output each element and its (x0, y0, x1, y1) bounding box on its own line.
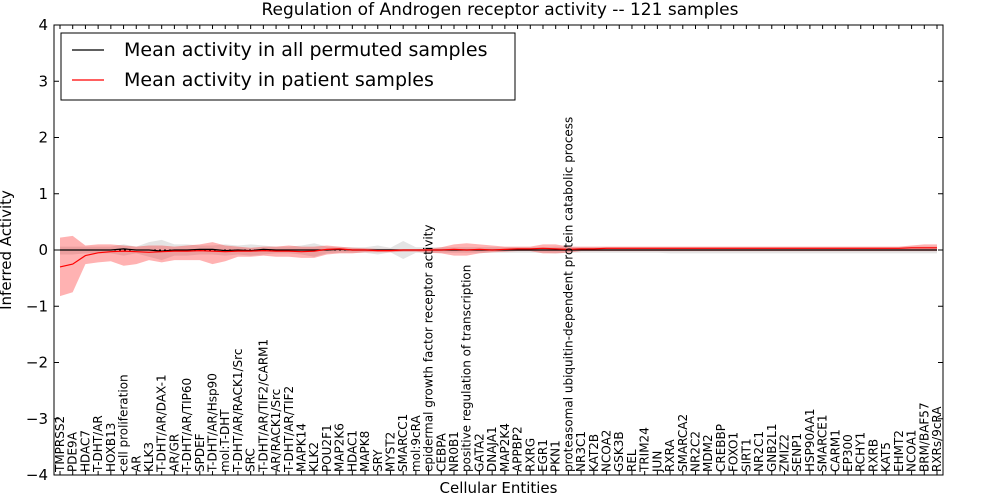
x-tick-label: CEBPA (434, 432, 448, 472)
x-tick-label: MYST2 (384, 432, 398, 472)
x-tick-label: SPDEF (193, 433, 207, 472)
y-tick-label: −2 (26, 354, 48, 372)
x-tick-label: mol:9cRA (409, 415, 423, 472)
spread-bands (60, 235, 937, 297)
y-tick-label: 2 (38, 129, 48, 147)
x-tick-label: HOXB13 (104, 423, 118, 472)
x-tick-label: HSP90AA1 (803, 408, 817, 472)
x-tick-label: proteasomal ubiquitin-dependent protein … (561, 117, 575, 472)
x-tick-label: T-DHT/AR/TIF2/CARM1 (256, 339, 270, 473)
patient-mean-line (59, 247, 937, 268)
x-tick-label: GATA2 (472, 433, 486, 472)
x-tick-label: cell proliferation (117, 374, 131, 472)
x-tick-label: SENP1 (790, 433, 804, 472)
x-tick-label: MAP2K6 (333, 423, 347, 472)
x-tick-label: RXRB (866, 439, 880, 472)
x-tick-label: RXRG (523, 438, 537, 472)
x-tick-label: GSK3B (612, 431, 626, 472)
x-tick-label: SIRT1 (739, 438, 753, 472)
x-tick-label: NCOA1 (905, 430, 919, 472)
x-tick-label: epidermal growth factor receptor activit… (422, 225, 436, 472)
x-tick-label: KLK3 (142, 442, 156, 472)
x-tick-label: mol:T-DHT (218, 409, 232, 472)
x-tick-label: RXRs/9cRA (930, 406, 944, 472)
x-tick-label: KAT2B (587, 434, 601, 472)
legend: Mean activity in all permuted samples Mea… (60, 32, 516, 101)
x-tick-label: positive regulation of transcription (460, 265, 474, 472)
y-axis: −4 −3 −2 −1 0 1 2 3 4 (26, 16, 943, 484)
x-axis-label: Cellular Entities (440, 479, 558, 497)
x-tick-label: EHMT2 (892, 430, 906, 472)
chart-title: Regulation of Androgen receptor activity… (262, 0, 739, 20)
x-tick-label: RXRA (663, 439, 677, 472)
x-tick-label: TMPRSS2 (53, 416, 67, 473)
x-tick-label: EGR1 (536, 439, 550, 472)
y-tick-label: −3 (26, 410, 48, 428)
x-tick-label: KLK2 (307, 442, 321, 472)
x-tick-label: T-DHT/AR (91, 415, 105, 473)
x-tick-label: MAP2K4 (498, 423, 512, 472)
x-tick-label: T-DHT/AR/TIP60 (180, 378, 194, 473)
x-tick-label: NR2C1 (752, 431, 766, 472)
x-tick-label: RCHY1 (854, 432, 868, 472)
x-tick-label: SRC (244, 448, 258, 472)
x-tick-label: T-DHT/AR/RACK1/Src (231, 349, 245, 473)
legend-label: Mean activity in all permuted samples (124, 39, 487, 61)
x-tick-label: AR/RACK1/Src (269, 389, 283, 472)
x-tick-label: GNB2L1 (765, 424, 779, 472)
x-tick-label: DNAJA1 (485, 426, 499, 472)
x-tick-label: AR (129, 455, 143, 472)
x-tick-label: MDM2 (701, 434, 715, 472)
x-tick-label: PDE9A (66, 431, 80, 472)
x-tick-label: REL (625, 449, 639, 472)
y-tick-label: −4 (26, 466, 48, 484)
legend-box (60, 32, 516, 101)
x-tick-label: KAT5 (879, 442, 893, 472)
x-tick-label: JUN (650, 451, 664, 473)
x-tick-label: EP300 (841, 434, 855, 472)
x-tick-label: FOXO1 (727, 432, 741, 472)
y-tick-label: 1 (38, 185, 48, 203)
x-tick-label: MAPK14 (295, 423, 309, 472)
x-tick-label: SMARCA2 (676, 414, 690, 472)
y-tick-label: 4 (38, 16, 48, 34)
y-axis-label: Inferred Activity (0, 190, 15, 310)
x-tick-label: HDAC1 (345, 430, 359, 472)
x-tick-label: MAPK8 (358, 431, 372, 472)
x-tick-label: TRIM24 (638, 427, 652, 473)
x-tick-label: NR3C1 (574, 431, 588, 472)
x-tick-label: CREBBP (714, 424, 728, 472)
x-tick-label: NR2C2 (689, 431, 703, 472)
x-tick-label: CARM1 (828, 429, 842, 472)
x-tick-label: NCOA2 (600, 430, 614, 472)
x-tick-label: T-DHT/AR/Hsp90 (206, 373, 220, 473)
x-tick-label: NR0B1 (447, 431, 461, 472)
x-tick-label: APPBP2 (511, 426, 525, 472)
x-tick-label: T-DHT/AR/DAX-1 (155, 374, 169, 473)
x-tick-label: BRM/BAF57 (917, 402, 931, 472)
x-tick-label: PKN1 (549, 440, 563, 472)
x-tick-label: POU2F1 (320, 424, 334, 472)
x-tick-label: HDAC7 (78, 430, 92, 472)
y-tick-label: 0 (38, 241, 48, 259)
x-tick-label: SMARCE1 (816, 414, 830, 472)
x-tick-label: SRY (371, 449, 385, 472)
y-tick-label: −1 (26, 297, 48, 315)
legend-label: Mean activity in patient samples (124, 69, 434, 91)
y-tick-label: 3 (38, 72, 48, 90)
x-tick-label: SMARCC1 (396, 414, 410, 472)
x-tick-label: T-DHT/AR/TIF2 (282, 386, 296, 473)
x-tick-label: ZMIZ2 (778, 434, 792, 472)
series-lines (59, 247, 937, 268)
x-tick-label: AR/GR (167, 434, 181, 472)
